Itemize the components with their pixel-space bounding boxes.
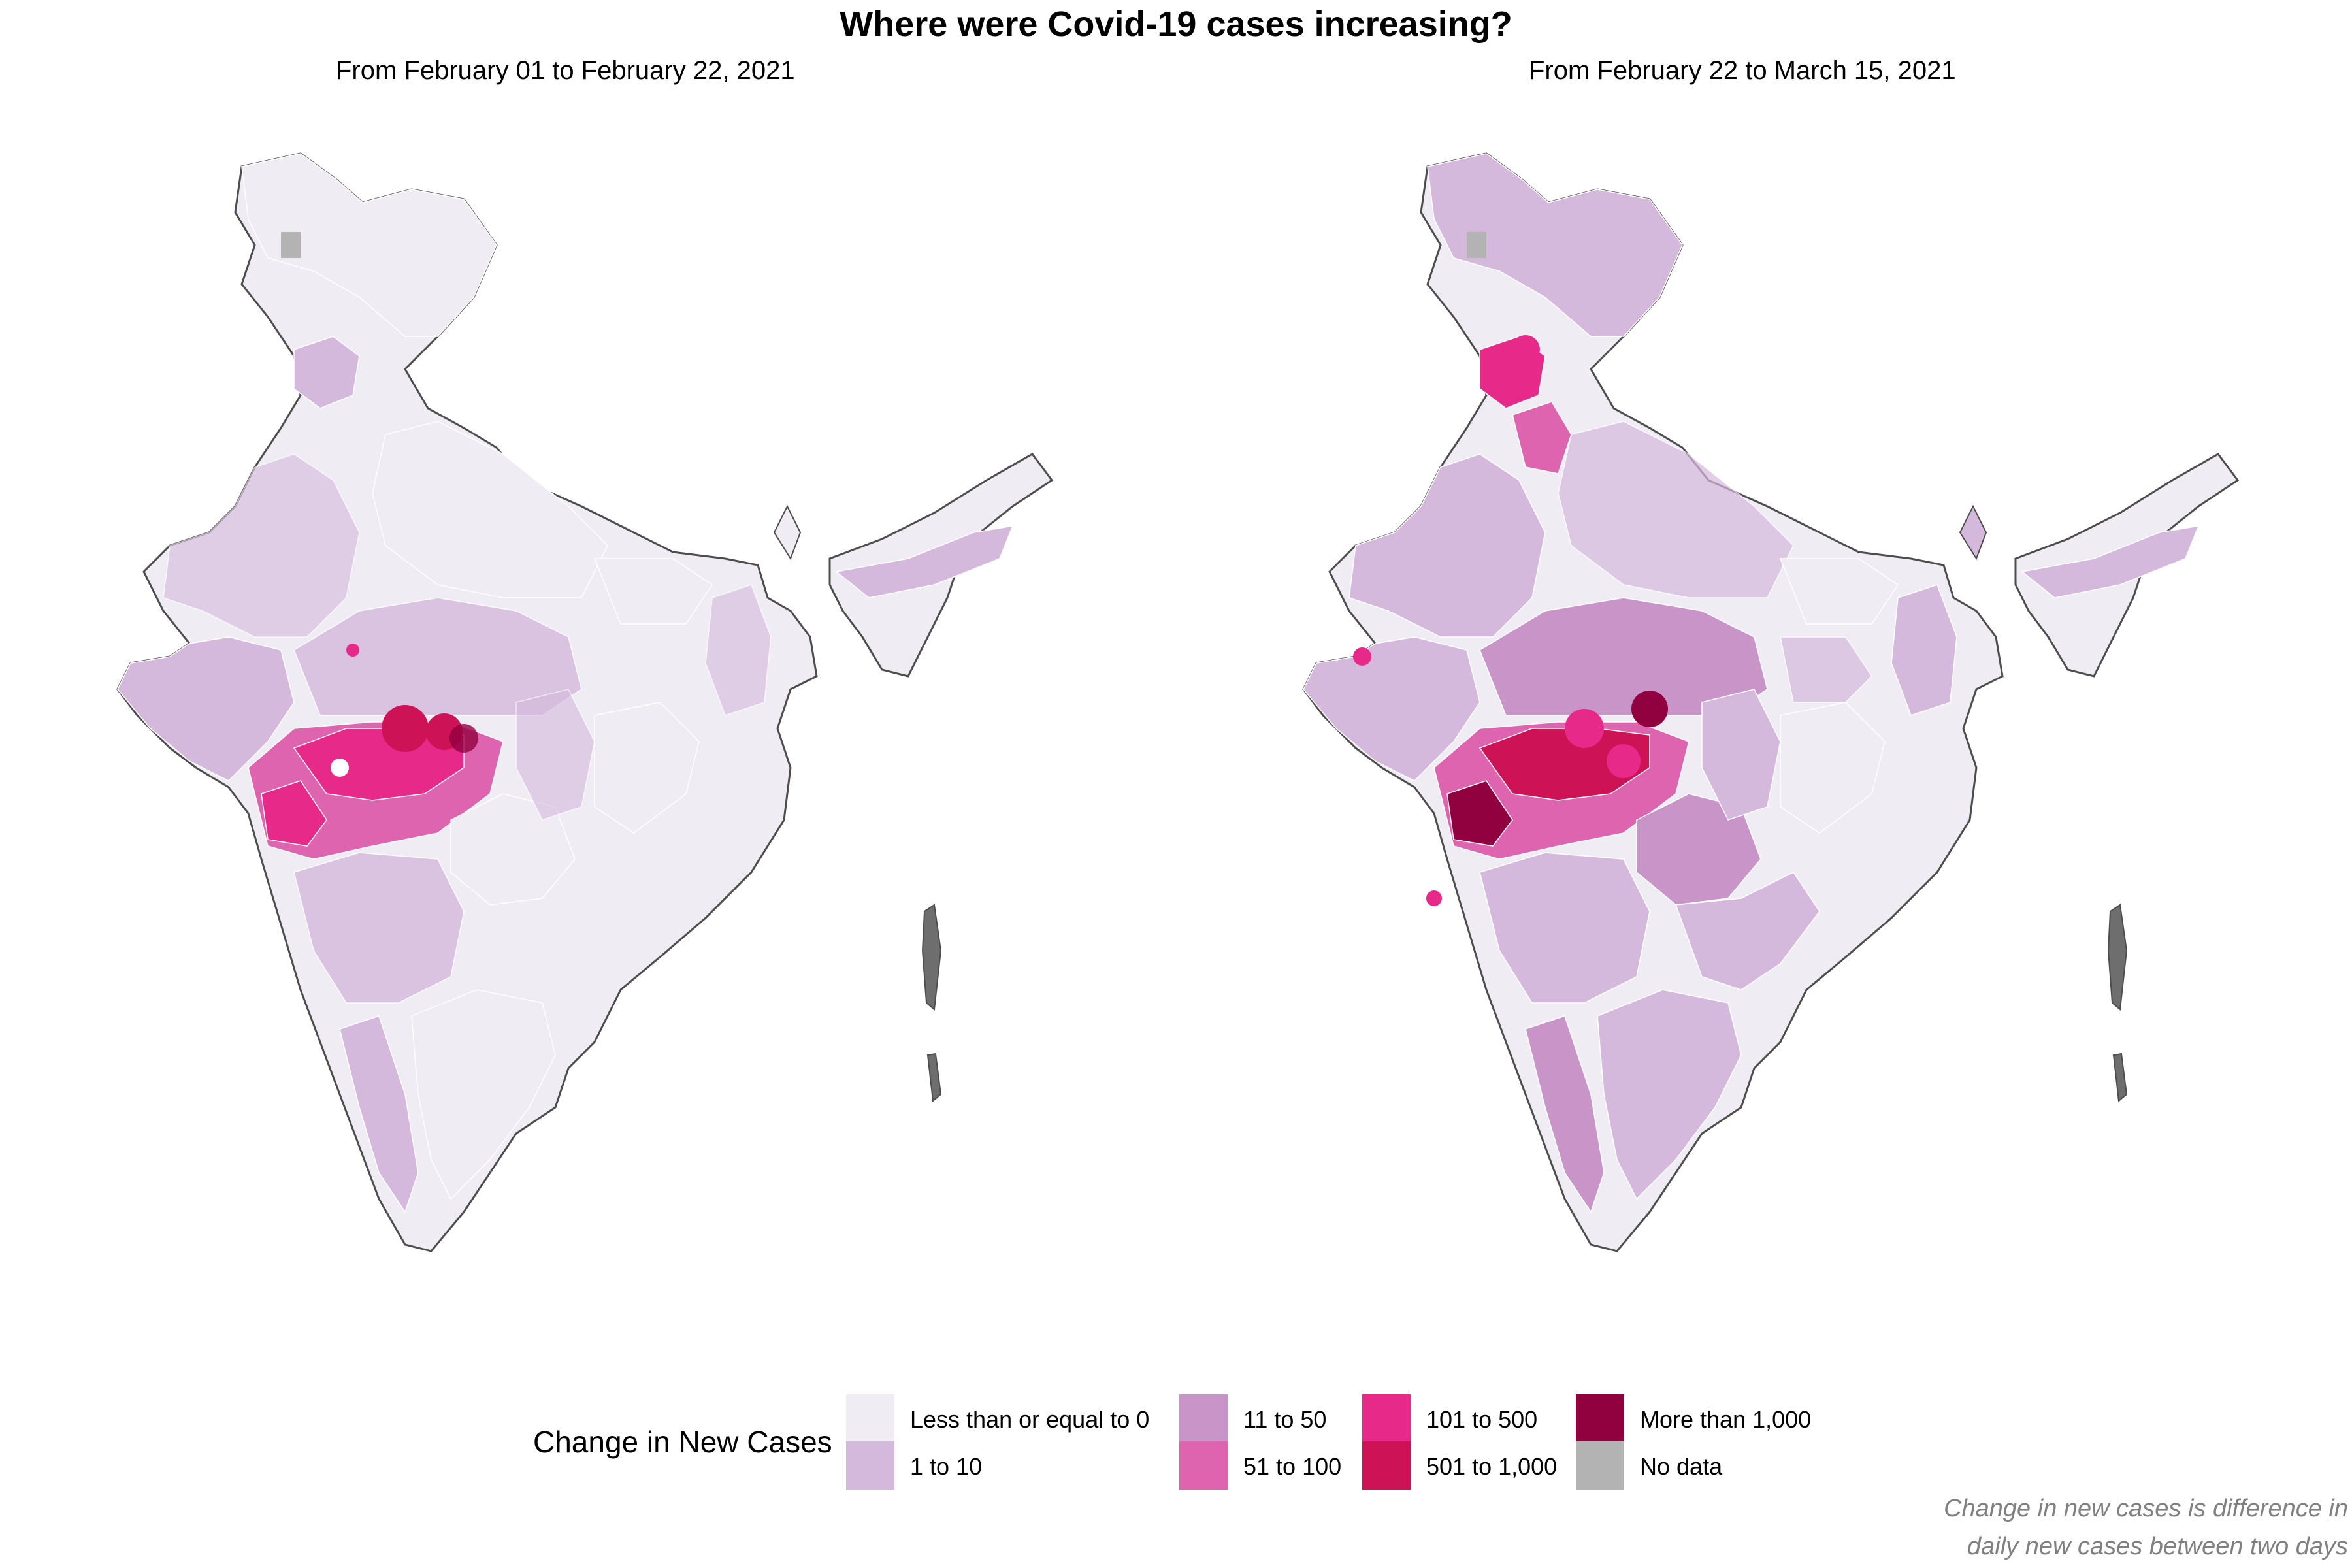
legend-swatch-gt1000 xyxy=(1576,1394,1624,1443)
caption: Change in new cases is difference in dai… xyxy=(1944,1490,2348,1565)
legend-swatch-501-1000 xyxy=(1362,1441,1411,1490)
legend-label-11-50: 11 to 50 xyxy=(1243,1406,1327,1433)
legend-label-101-500: 101 to 500 xyxy=(1426,1406,1538,1433)
chart-title: Where were Covid-19 cases increasing? xyxy=(840,5,1512,44)
legend-label-le0: Less than or equal to 0 xyxy=(910,1406,1150,1433)
caption-line-2: daily new cases between two days xyxy=(1967,1533,2348,1560)
left-map xyxy=(116,152,1053,1252)
left-panel-subtitle: From February 01 to February 22, 2021 xyxy=(336,56,795,85)
legend-label-51-100: 51 to 100 xyxy=(1243,1453,1342,1480)
right-map-highlights xyxy=(1353,232,1668,906)
legend-label-501-1000: 501 to 1,000 xyxy=(1426,1453,1558,1480)
left-map-highlights xyxy=(281,232,478,777)
legend-title: Change in New Cases xyxy=(533,1425,832,1459)
legend-swatch-le0 xyxy=(846,1394,894,1443)
legend-label-1-10: 1 to 10 xyxy=(910,1453,983,1480)
legend-swatch-11-50 xyxy=(1179,1394,1228,1443)
legend-swatch-1-10 xyxy=(846,1441,894,1490)
caption-line-1: Change in new cases is difference in xyxy=(1944,1495,2348,1522)
legend-swatch-51-100 xyxy=(1179,1441,1228,1490)
legend-swatch-nodata xyxy=(1576,1441,1624,1490)
legend-label-nodata: No data xyxy=(1640,1453,1723,1480)
right-panel-subtitle: From February 22 to March 15, 2021 xyxy=(1529,56,1956,85)
right-map xyxy=(1302,152,2239,1252)
legend-label-gt1000: More than 1,000 xyxy=(1640,1406,1812,1433)
legend-swatch-101-500 xyxy=(1362,1394,1411,1443)
